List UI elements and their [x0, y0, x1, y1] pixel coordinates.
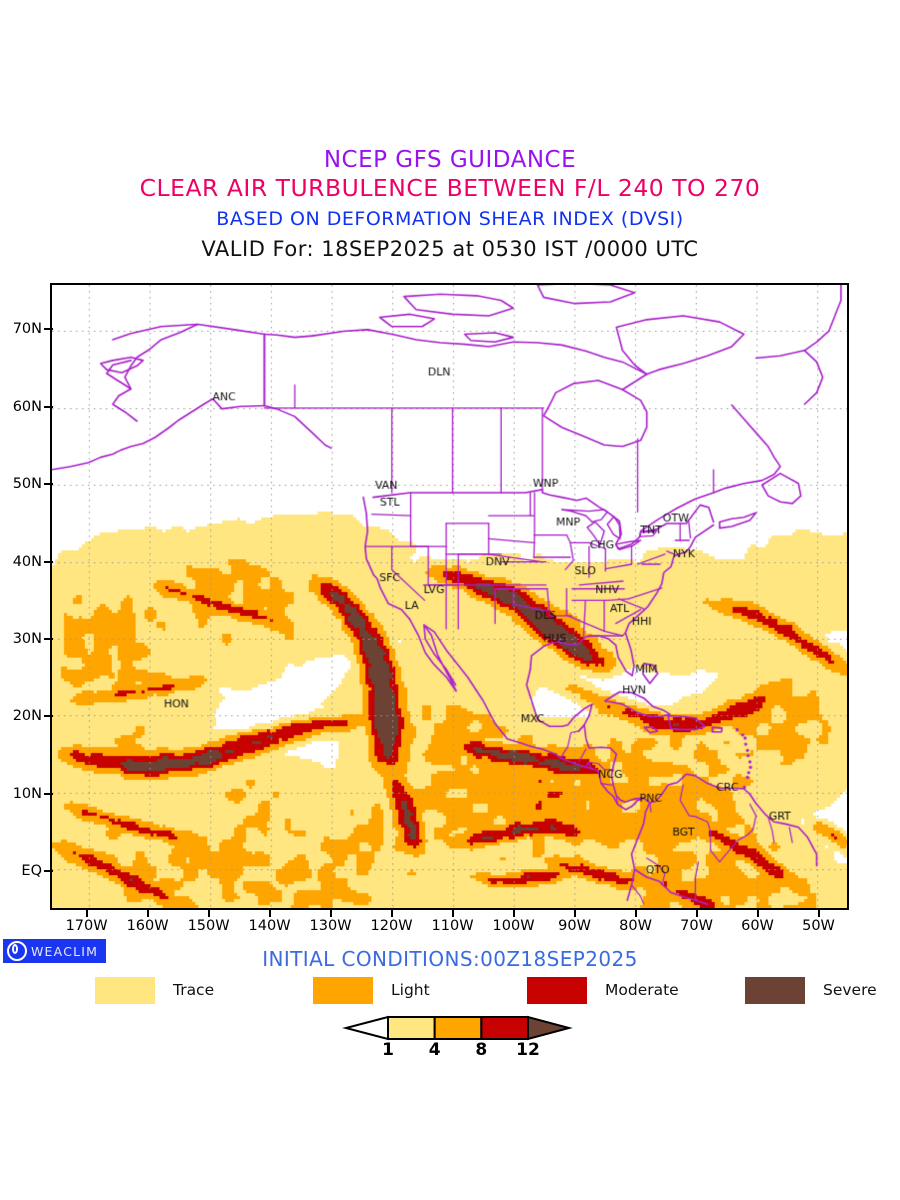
colorbar-tick-8: 8 — [475, 1040, 488, 1060]
legend-label-severe: Severe — [823, 981, 877, 999]
lon-tick-mark — [390, 910, 393, 917]
lat-tick-label-20N: 20N — [12, 708, 42, 725]
colorbar-segment-0 — [387, 1016, 436, 1040]
lon-tick-label-50W: 50W — [802, 918, 835, 934]
lon-tick-label-170W: 170W — [65, 918, 108, 934]
legend-label-trace: Trace — [173, 981, 215, 999]
lon-tick-mark — [756, 910, 759, 917]
lon-tick-label-80W: 80W — [619, 918, 652, 934]
lat-tick-label-40N: 40N — [12, 553, 42, 570]
weaclim-logo-badge: WEACLIM — [3, 939, 107, 963]
legend-swatch-light — [313, 976, 373, 1004]
legend-label-moderate: Moderate — [605, 981, 679, 999]
lat-tick-label-50N: 50N — [12, 476, 42, 493]
lat-tick-mark — [44, 560, 53, 563]
weaclim-circle-icon — [7, 941, 27, 961]
lat-tick-label-30N: 30N — [12, 631, 42, 648]
lat-tick-mark — [44, 405, 53, 408]
lon-tick-label-110W: 110W — [431, 918, 474, 934]
lon-tick-mark — [268, 910, 271, 917]
colorbar-tick-4: 4 — [428, 1040, 441, 1060]
lon-tick-mark — [451, 910, 454, 917]
lon-tick-mark — [634, 910, 637, 917]
lon-tick-label-130W: 130W — [309, 918, 352, 934]
lat-tick-label-70N: 70N — [12, 321, 42, 338]
lon-tick-mark — [695, 910, 698, 917]
lon-tick-label-90W: 90W — [558, 918, 591, 934]
lat-tick-label-10N: 10N — [12, 785, 42, 802]
severity-legend: Trace Light Moderate Severe — [95, 975, 885, 1005]
legend-label-light: Light — [391, 981, 430, 999]
weaclim-label: WEACLIM — [31, 943, 99, 959]
legend-swatch-moderate — [527, 976, 587, 1004]
colorbar-tick-labels: 1 4 8 12 — [340, 1040, 575, 1062]
lat-tick-mark — [44, 792, 53, 795]
title-line-3: BASED ON DEFORMATION SHEAR INDEX (DVSI) — [216, 208, 684, 230]
map-plot-area — [50, 283, 849, 910]
turbulence-heatmap-canvas — [52, 285, 847, 908]
lat-tick-mark — [44, 483, 53, 486]
legend-swatch-trace — [95, 976, 155, 1004]
lon-tick-label-100W: 100W — [492, 918, 535, 934]
lat-tick-mark — [44, 870, 53, 873]
lat-tick-label-60N: 60N — [12, 398, 42, 415]
colorbar-segment-2 — [480, 1016, 529, 1040]
lon-tick-mark — [207, 910, 210, 917]
title-block: NCEP GFS GUIDANCE CLEAR AIR TURBULENCE B… — [0, 148, 900, 265]
lon-tick-label-160W: 160W — [126, 918, 169, 934]
lat-tick-label-EQ: EQ — [21, 863, 42, 880]
title-line-1: NCEP GFS GUIDANCE — [323, 147, 577, 173]
lon-tick-label-120W: 120W — [370, 918, 413, 934]
lon-tick-mark — [573, 910, 576, 917]
lat-tick-mark — [44, 328, 53, 331]
colorbar-segment-1 — [433, 1016, 483, 1040]
legend-entry-trace: Trace — [95, 975, 214, 1005]
initial-conditions-text: INITIAL CONDITIONS:00Z18SEP2025 — [262, 947, 638, 971]
lon-tick-mark — [512, 910, 515, 917]
legend-swatch-severe — [745, 976, 805, 1004]
lon-tick-mark — [146, 910, 149, 917]
lat-tick-mark — [44, 715, 53, 718]
lon-tick-label-140W: 140W — [248, 918, 291, 934]
lon-tick-label-70W: 70W — [680, 918, 713, 934]
lon-tick-mark — [817, 910, 820, 917]
colorbar-under-range-arrow — [342, 1015, 389, 1041]
lon-tick-label-150W: 150W — [187, 918, 230, 934]
title-line-2: CLEAR AIR TURBULENCE BETWEEN F/L 240 TO … — [139, 174, 761, 202]
colorbar-graphic — [342, 1015, 573, 1041]
title-line-4-valid-time: VALID For: 18SEP2025 at 0530 IST /0000 U… — [201, 237, 699, 261]
lon-tick-mark — [85, 910, 88, 917]
legend-entry-moderate: Moderate — [527, 975, 679, 1005]
colorbar — [340, 1012, 575, 1044]
legend-entry-light: Light — [313, 975, 430, 1005]
lon-tick-label-60W: 60W — [741, 918, 774, 934]
lon-tick-mark — [329, 910, 332, 917]
colorbar-over-range-arrow — [527, 1015, 573, 1041]
colorbar-tick-1: 1 — [382, 1040, 394, 1060]
lat-tick-mark — [44, 638, 53, 641]
colorbar-tick-12: 12 — [516, 1040, 540, 1060]
legend-entry-severe: Severe — [745, 975, 877, 1005]
